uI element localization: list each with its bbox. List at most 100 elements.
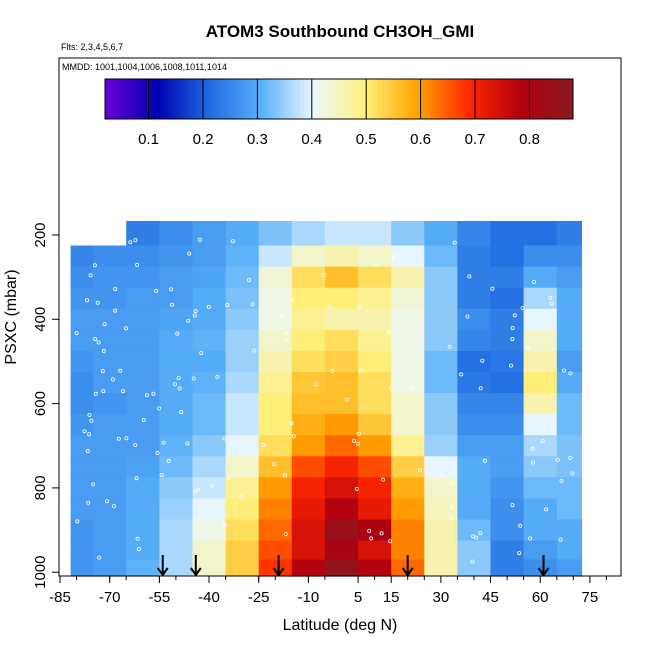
heatmap-cell [457, 393, 492, 415]
sample-point [166, 458, 171, 463]
heatmap-cell [192, 308, 227, 331]
heatmap-cell [391, 414, 425, 436]
sample-point [470, 559, 475, 564]
colorbar-segment [401, 79, 406, 119]
heatmap-cell [258, 245, 293, 268]
colorbar-segment [175, 79, 180, 119]
heatmap-cell [291, 266, 326, 289]
colorbar-segment [495, 79, 500, 119]
colorbar-segment [229, 79, 235, 119]
heatmap-cell [424, 245, 458, 268]
heatmap-cell [126, 435, 160, 457]
heatmap-cell [324, 245, 359, 268]
heatmap-cell [324, 329, 359, 352]
sample-point [518, 523, 523, 528]
heatmap-cell [556, 266, 582, 289]
sample-point [490, 286, 495, 291]
sample-point [101, 348, 106, 353]
heatmap-cell [358, 350, 392, 373]
colorbar-segment [237, 79, 242, 119]
colorbar-segment [370, 79, 375, 119]
sample-point [193, 489, 198, 494]
heatmap-cell [192, 245, 227, 268]
sample-point [222, 436, 227, 441]
heatmap-cell [424, 308, 458, 331]
heatmap-cell [523, 435, 558, 457]
colorbar-segment [385, 79, 391, 119]
colorbar-segment [249, 79, 254, 119]
heatmap-cell [159, 287, 194, 310]
heatmap-cell [126, 477, 160, 500]
x-tick-label: -55 [149, 589, 171, 606]
colorbar-segment [105, 79, 110, 119]
colorbar-segment [346, 79, 352, 119]
y-tick-label: 800 [32, 475, 49, 500]
heatmap-cell [490, 245, 525, 268]
heatmap-cell [93, 350, 127, 373]
sample-point [215, 374, 220, 379]
sample-point [555, 457, 560, 462]
heatmap-cell [159, 519, 194, 542]
colorbar-segment [381, 79, 387, 119]
sample-point [548, 295, 553, 300]
sample-point [97, 555, 102, 560]
colorbar-segment [479, 79, 484, 119]
sample-point [520, 305, 525, 310]
flight-arrows [156, 555, 550, 577]
sample-point [352, 438, 357, 443]
heatmap-cell [490, 287, 525, 310]
heatmap-cell [324, 498, 359, 521]
heatmap-cell [391, 435, 425, 457]
heatmap-cell [291, 559, 326, 577]
sample-point [465, 314, 470, 319]
heatmap-cell [523, 498, 558, 521]
colorbar-segment [553, 79, 558, 119]
heatmap-cell [424, 372, 458, 394]
sample-point [561, 368, 566, 373]
colorbar-segment [167, 79, 172, 119]
sample-point [459, 372, 464, 377]
colorbar-tick-label: 0.4 [301, 131, 322, 148]
x-tick-label: -70 [99, 589, 121, 606]
sample-point [128, 240, 133, 245]
sample-point [392, 254, 397, 259]
heatmap-cell [424, 393, 458, 415]
sample-point [356, 441, 361, 446]
sample-point [284, 331, 289, 336]
sample-point [186, 318, 191, 323]
colorbar-segment [288, 79, 293, 119]
heatmap-cell [291, 287, 326, 310]
colorbar-segment [397, 79, 402, 119]
heatmap-cell [556, 372, 582, 394]
colorbar-segment [452, 79, 457, 119]
heatmap-cell [391, 498, 425, 521]
sample-point [96, 340, 101, 345]
sample-point [247, 277, 252, 282]
colorbar-segment [436, 79, 441, 119]
sample-point [570, 471, 575, 476]
sample-point [510, 325, 515, 330]
heatmap-cell [291, 477, 326, 500]
sample-point [159, 472, 164, 477]
sample-point [187, 251, 192, 256]
sample-point [271, 462, 276, 467]
heatmap-cell [457, 559, 492, 577]
heatmap-cell [291, 435, 326, 457]
colorbar-segment [280, 79, 285, 119]
sample-point [373, 262, 378, 267]
heatmap-cell [258, 498, 293, 521]
sample-point [439, 472, 444, 477]
colorbar-tick-label: 0.1 [138, 131, 159, 148]
heatmap-cell [523, 245, 558, 268]
sample-point [191, 376, 196, 381]
colorbar-segment [186, 79, 192, 119]
heatmap-cell [258, 456, 293, 478]
sample-point [135, 536, 140, 541]
sample-point [358, 304, 363, 309]
colorbar-segment [300, 79, 305, 119]
colorbar-segment [261, 79, 266, 119]
flight-arrow [156, 555, 169, 577]
sample-point [531, 460, 536, 465]
sample-point [510, 503, 515, 508]
heatmap-cell [70, 350, 94, 373]
